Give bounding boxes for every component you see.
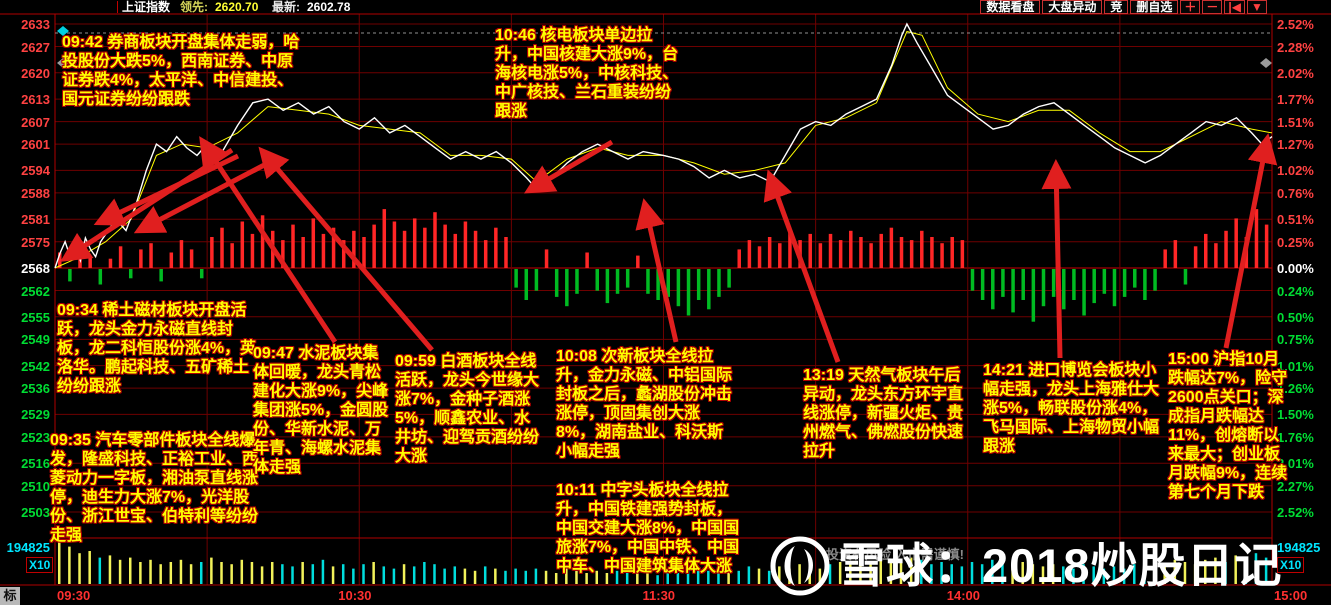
toolbar: 数据看盘 大盘异动竞删自选＋－ |◀ ▼: [980, 0, 1267, 14]
latest-value: 2602.78: [307, 0, 351, 14]
toolbar-button-8[interactable]: ▼: [1247, 0, 1267, 14]
toolbar-button-5[interactable]: ＋: [1180, 0, 1201, 14]
price-axis-label: 2562: [21, 283, 50, 299]
percent-axis-label: 2.01%: [1277, 456, 1314, 472]
annotation-13:19: 13:19 天然气板块午后异动，龙头东方环宇直线涨停，新疆火炬、贵州燃气、佛燃股…: [803, 367, 964, 460]
toolbar-button-6[interactable]: －: [1202, 0, 1223, 14]
percent-axis-label: 2.52%: [1277, 17, 1314, 32]
price-axis-label: 2601: [21, 137, 50, 153]
volume-max-label: 194825: [1277, 540, 1321, 555]
annotation-10:11: 10:11 中字头板块全线拉升，中国铁建强势封板，中国交建大涨8%，中国国旅涨7…: [556, 482, 740, 575]
annotation-09:34: 09:34 稀土磁材板块开盘活跃，龙头金力永磁直线封板，龙二科恒股份涨4%，英洛…: [57, 302, 257, 395]
price-axis-label: 2581: [21, 212, 50, 228]
price-axis-label: 2523: [21, 429, 50, 445]
annotation-15:00: 15:00 沪指10月跌幅达7%，险守2600点关口；深成指月跌幅达11%，创熔…: [1168, 351, 1288, 501]
percent-axis-label: 0.51%: [1277, 212, 1314, 228]
price-axis-label: 2568: [21, 261, 50, 276]
risk-disclaimer: 投资有风险 入市需谨慎!: [826, 547, 964, 562]
price-axis-label: 2620: [21, 65, 50, 81]
toolbar-button-7[interactable]: |◀: [1224, 0, 1245, 14]
percent-axis-label: 1.01%: [1277, 358, 1314, 374]
header-divider: [117, 1, 118, 13]
watermark-text: 雪球：2018炒股日记: [838, 539, 1283, 592]
price-axis-label: 2607: [21, 114, 50, 130]
xueqiu-snowball-logo-icon: [770, 536, 830, 596]
right-marker-diamond-icon: [1260, 58, 1272, 68]
toolbar-button-4[interactable]: 删自选: [1130, 0, 1179, 14]
high-marker-diamond-icon: [57, 26, 69, 36]
annotation-09:35: 09:35 汽车零部件板块全线爆发，隆盛科技、正裕工业、西菱动力一字板，湘油泵直…: [50, 432, 259, 544]
time-axis-label: 11:30: [642, 588, 676, 603]
index-name: 上证指数: [122, 0, 171, 14]
percent-axis-label: 0.24%: [1277, 283, 1314, 299]
percent-axis-label: 0.75%: [1277, 332, 1314, 348]
price-axis-label: 2549: [21, 332, 50, 348]
price-axis-label: 2536: [21, 381, 50, 397]
volume-scale-label: X10: [1277, 557, 1305, 573]
percent-axis-label: 1.77%: [1277, 92, 1314, 108]
volume-scale-label: X10: [26, 557, 54, 573]
price-axis-label: 2503: [21, 505, 50, 520]
percent-axis-label: 1.27%: [1277, 137, 1314, 153]
latest-label: 最新:: [272, 0, 300, 14]
price-axis-label: 2613: [21, 92, 50, 108]
percent-axis-label: 1.51%: [1277, 114, 1314, 130]
leading-value: 2620.70: [215, 0, 259, 14]
coordinate-tab[interactable]: 标: [0, 587, 20, 605]
percent-axis-label: 0.50%: [1277, 309, 1314, 325]
price-axis-label: 2516: [21, 456, 50, 472]
price-axis-label: 2627: [21, 39, 50, 55]
price-axis-label: 2542: [21, 358, 50, 374]
annotation-10:46: 10:46 核电板块单边拉升，中国核建大涨9%，台海核电涨5%，中核科技、中广核…: [495, 27, 679, 120]
low-marker-diamond-icon: [57, 58, 69, 68]
header-bar: 上证指数 领先: 2620.70 最新: 2602.78: [0, 0, 1331, 14]
toolbar-button-1[interactable]: 数据看盘: [980, 0, 1041, 14]
toolbar-button-3[interactable]: 竞: [1104, 0, 1129, 14]
time-axis-label: 10:30: [338, 588, 372, 603]
price-axis-label: 2529: [21, 407, 50, 423]
annotation-10:08: 10:08 次新板块全线拉升，金力永磁、中铝国际封板之后，蠡湖股份冲击涨停，顶固…: [556, 348, 733, 460]
leading-label: 领先:: [180, 0, 208, 14]
toolbar-button-2[interactable]: 大盘异动: [1042, 0, 1103, 14]
watermark: 雪球：2018炒股日记: [768, 534, 1283, 598]
time-axis-label: 14:00: [946, 588, 980, 603]
volume-max-label: 194825: [6, 540, 50, 555]
percent-axis-label: 2.27%: [1277, 478, 1314, 494]
annotation-09:42: 09:42 券商板块开盘集体走弱，哈投股份大跌5%，西南证券、中原证券跌4%，太…: [62, 34, 300, 108]
percent-axis-label: 0.00%: [1277, 261, 1314, 276]
percent-axis-label: 1.26%: [1277, 381, 1314, 397]
annotation-09:47: 09:47 水泥板块集体回暖，龙头青松建化大涨9%，尖峰集团涨5%，金圆股份、华…: [253, 345, 389, 476]
percent-axis-label: 2.28%: [1277, 39, 1314, 55]
price-axis-label: 2555: [21, 309, 50, 325]
percent-axis-label: 1.02%: [1277, 163, 1314, 179]
percent-axis-label: 2.02%: [1277, 65, 1314, 81]
percent-axis-label: 2.52%: [1277, 505, 1314, 520]
price-axis-label: 2575: [21, 234, 50, 250]
percent-axis-label: 1.76%: [1277, 429, 1314, 445]
time-axis-label: 15:00: [1274, 588, 1308, 603]
annotation-09:59: 09:59 白酒板块全线活跃，龙头今世缘大涨7%，金种子酒涨5%，顺鑫农业、水井…: [395, 353, 540, 465]
percent-axis-label: 1.50%: [1277, 407, 1314, 423]
time-axis-label: 09:30: [57, 588, 91, 603]
percent-axis-label: 0.76%: [1277, 185, 1314, 201]
price-axis-label: 2510: [21, 478, 50, 494]
price-axis-label: 2588: [21, 185, 50, 201]
price-axis-label: 2633: [21, 17, 50, 32]
percent-axis-label: 0.25%: [1277, 234, 1314, 250]
annotation-14:21: 14:21 进口博览会板块小幅走强，龙头上海雅仕大涨5%，畅联股份涨4%，飞马国…: [983, 362, 1160, 455]
price-axis-label: 2594: [21, 163, 50, 179]
